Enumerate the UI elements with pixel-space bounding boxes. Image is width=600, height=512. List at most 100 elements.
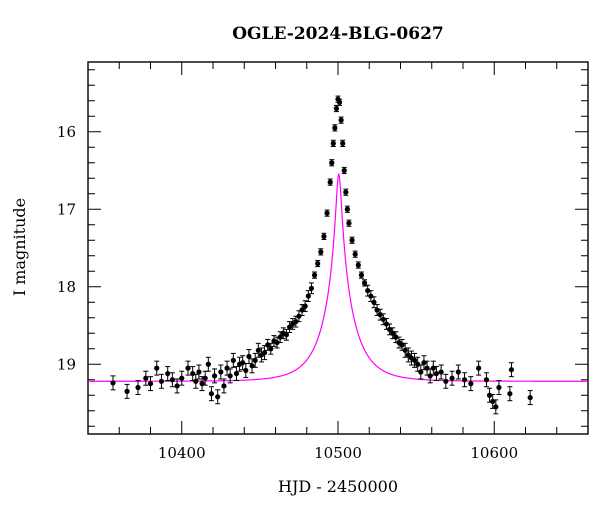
data-point xyxy=(158,378,165,384)
data-point xyxy=(305,293,311,299)
data-point xyxy=(461,377,468,383)
data-point xyxy=(124,388,130,394)
data-point xyxy=(324,210,330,216)
data-point xyxy=(252,357,258,363)
data-point xyxy=(476,365,482,371)
data-point xyxy=(190,370,196,377)
data-point xyxy=(340,140,346,146)
data-point xyxy=(333,105,340,112)
data-point xyxy=(135,384,141,391)
data-point xyxy=(355,262,361,268)
data-point xyxy=(327,179,333,185)
data-point xyxy=(246,353,252,360)
data-point xyxy=(336,99,343,105)
data-point xyxy=(143,375,149,381)
data-point xyxy=(438,369,444,375)
data-point xyxy=(321,233,327,239)
data-point xyxy=(221,383,227,389)
data-point xyxy=(215,394,221,400)
data-point xyxy=(268,346,274,352)
data-point xyxy=(377,312,383,318)
data-point xyxy=(483,377,490,383)
chart-title: OGLE-2024-BLG-0627 xyxy=(232,24,444,44)
x-tick-label: 10400 xyxy=(158,444,206,462)
data-point xyxy=(308,285,315,291)
data-point xyxy=(329,160,335,166)
data-point xyxy=(179,375,185,381)
data-point xyxy=(368,293,374,299)
plot-area: 10400 10500 10600 16 17 18 19 xyxy=(57,61,589,462)
data-point xyxy=(346,220,352,226)
data-point xyxy=(169,377,175,383)
data-point xyxy=(255,347,261,353)
data-point xyxy=(365,288,371,294)
data-point xyxy=(185,365,191,371)
data-point xyxy=(380,316,386,322)
data-point xyxy=(293,319,299,325)
data-point xyxy=(332,125,338,131)
data-point xyxy=(424,365,430,371)
data-point xyxy=(508,367,515,373)
data-point xyxy=(371,299,377,305)
data-point xyxy=(218,369,224,375)
data-point xyxy=(315,260,321,267)
data-point xyxy=(507,391,513,397)
data-point xyxy=(415,361,421,367)
data-point xyxy=(443,378,449,384)
data-point xyxy=(296,313,302,319)
data-point xyxy=(486,392,493,398)
y-tick-label: 17 xyxy=(57,200,76,218)
data-point xyxy=(147,381,154,387)
data-point xyxy=(449,375,455,381)
data-point xyxy=(468,381,474,387)
data-point xyxy=(341,167,347,174)
data-point xyxy=(527,394,533,401)
data-point xyxy=(496,384,502,391)
data-point xyxy=(338,117,344,123)
data-point xyxy=(283,332,290,338)
y-tick-label: 18 xyxy=(57,278,76,296)
data-point xyxy=(227,373,233,379)
data-point xyxy=(455,369,461,375)
data-point xyxy=(411,357,418,363)
y-tick-label: 19 xyxy=(57,355,76,373)
data-point xyxy=(274,339,280,346)
y-tick-label: 16 xyxy=(57,123,76,141)
data-point xyxy=(240,360,246,366)
data-point xyxy=(208,391,215,397)
data-point xyxy=(427,373,433,379)
data-point xyxy=(361,280,368,286)
data-point xyxy=(110,380,116,386)
data-point xyxy=(233,370,240,377)
data-point xyxy=(211,373,218,379)
data-point xyxy=(393,334,399,340)
data-point xyxy=(330,140,336,146)
data-point xyxy=(205,361,211,367)
data-point xyxy=(196,369,202,375)
data-point xyxy=(311,272,318,278)
x-tick-label: 10600 xyxy=(470,444,518,462)
x-axis-label: HJD - 2450000 xyxy=(278,477,398,496)
data-point xyxy=(383,321,390,327)
plot-frame xyxy=(87,61,589,435)
data-point xyxy=(343,189,349,195)
data-point xyxy=(352,251,358,257)
data-point xyxy=(230,357,236,363)
data-point xyxy=(402,347,408,353)
data-point xyxy=(243,367,249,374)
model-curve xyxy=(88,173,588,382)
data-point xyxy=(344,206,350,212)
data-point xyxy=(302,303,308,309)
data-point xyxy=(165,370,171,377)
data-point xyxy=(374,307,380,313)
data-point xyxy=(202,375,208,381)
data-point xyxy=(193,378,199,384)
data-point xyxy=(493,404,499,410)
data-point xyxy=(174,383,180,389)
data-point xyxy=(433,370,440,377)
data-point xyxy=(224,365,230,371)
y-axis-label: I magnitude xyxy=(10,198,29,296)
data-point xyxy=(261,350,268,356)
data-point xyxy=(418,369,424,375)
